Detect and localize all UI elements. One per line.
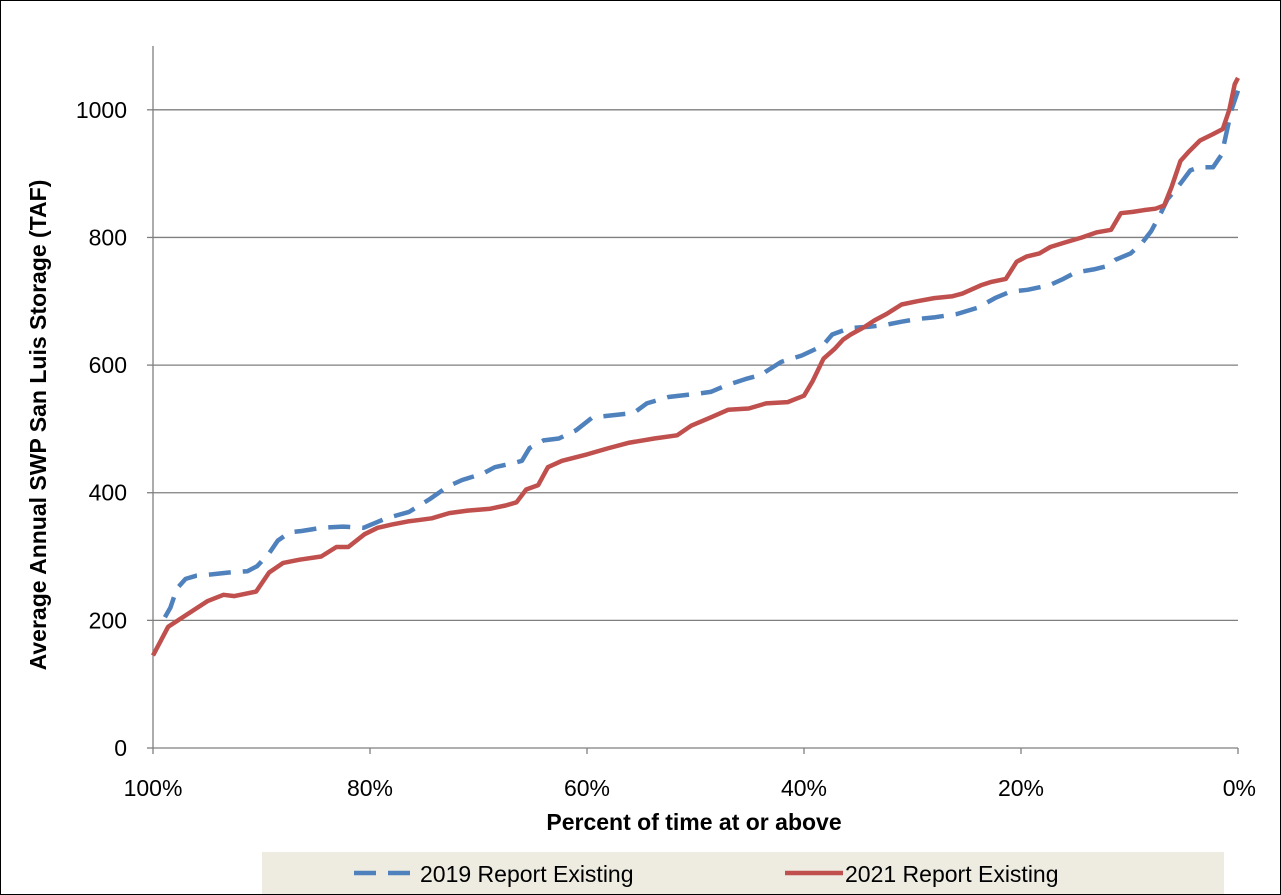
x-axis-title: Percent of time at or above (546, 809, 841, 835)
legend-background (262, 852, 1224, 894)
x-tick-label: 100% (124, 775, 183, 801)
x-tick-label: 80% (347, 775, 393, 801)
legend: 2019 Report Existing 2021 Report Existin… (262, 852, 1224, 894)
y-tick-label: 400 (89, 480, 127, 506)
y-tick-label: 800 (89, 224, 127, 250)
y-tick-label: 600 (89, 352, 127, 378)
gridlines (153, 109, 1238, 622)
series-line-1 (151, 76, 1240, 657)
x-tick-label: 0% (1223, 775, 1256, 801)
tick-labels: 0 200 400 600 800 1000 100% 80% 60% 40% 20% 0% (76, 97, 1256, 801)
series-line-0 (162, 89, 1241, 619)
x-tick-label: 60% (564, 775, 610, 801)
y-axis-title: Average Annual SWP San Luis Storage (TAF… (25, 180, 51, 671)
y-tick-label: 1000 (76, 97, 127, 123)
series-lines (151, 76, 1241, 657)
x-tick-label: 40% (781, 775, 827, 801)
legend-label-2019: 2019 Report Existing (420, 861, 634, 887)
y-tick-label: 0 (114, 735, 127, 761)
y-tick-label: 200 (89, 607, 127, 633)
x-tick-label: 20% (998, 775, 1044, 801)
legend-label-2021: 2021 Report Existing (845, 861, 1059, 887)
axes (147, 46, 1239, 754)
